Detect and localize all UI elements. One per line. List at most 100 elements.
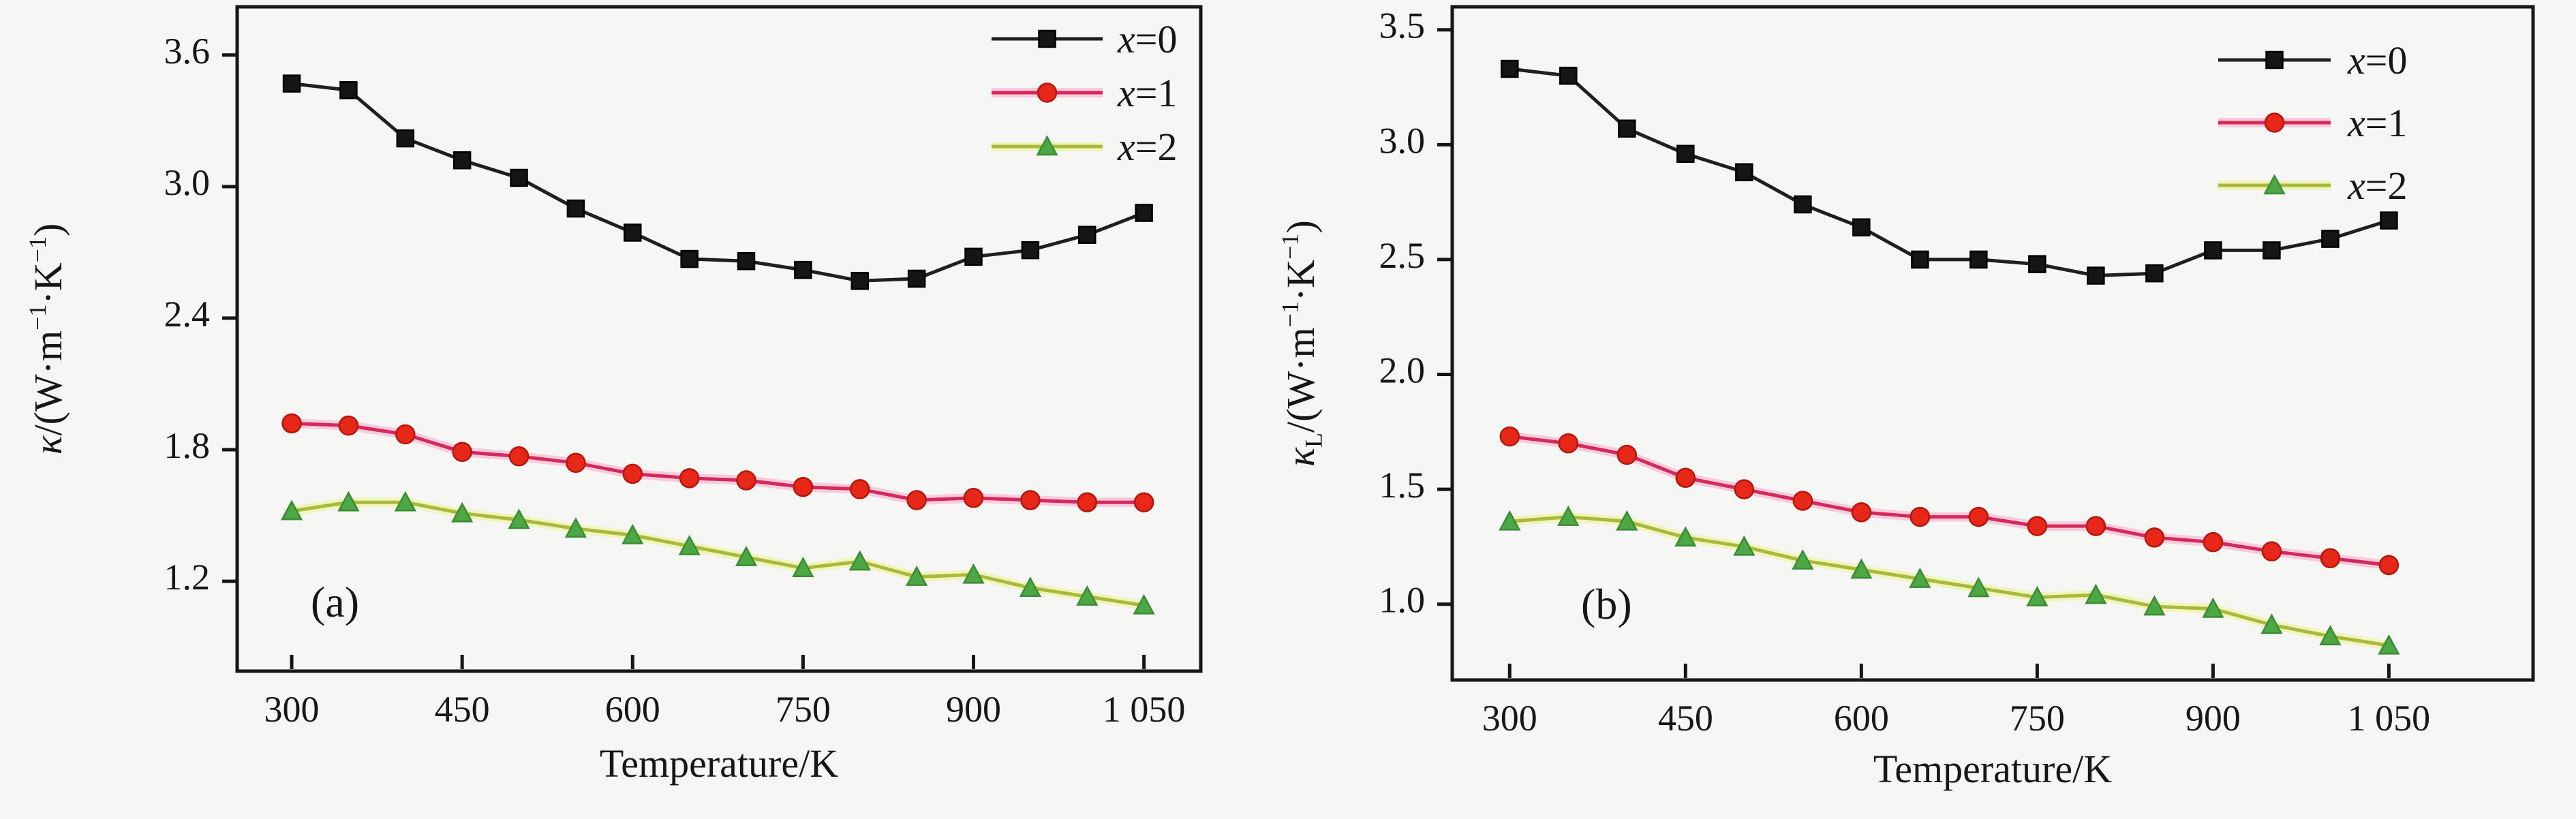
circle-marker bbox=[566, 452, 586, 474]
circle-marker bbox=[1968, 506, 1989, 527]
series-line bbox=[1509, 67, 2390, 277]
legend-circle-marker bbox=[2264, 112, 2285, 133]
series-x=2 bbox=[280, 491, 1155, 615]
square-marker bbox=[2145, 264, 2164, 283]
square-marker bbox=[2204, 241, 2222, 260]
circle-marker bbox=[1675, 467, 1696, 489]
series-x=2 bbox=[1499, 505, 2400, 655]
x-tick-label: 900 bbox=[946, 689, 1001, 730]
legend-entry-x=2: x=2 bbox=[2218, 164, 2407, 208]
legend: x=0 x=1 x=2 bbox=[2218, 38, 2407, 208]
triangle-marker bbox=[2319, 625, 2342, 646]
square-marker bbox=[282, 74, 301, 93]
legend-entry-x=1: x=1 bbox=[992, 71, 1177, 115]
square-marker bbox=[510, 168, 528, 187]
circle-marker bbox=[338, 415, 359, 436]
triangle-marker bbox=[848, 550, 871, 571]
y-tick-label: 2.5 bbox=[1379, 235, 1426, 276]
triangle-marker bbox=[962, 563, 985, 584]
legend-square-marker bbox=[2265, 50, 2284, 69]
triangle-marker bbox=[1499, 510, 1521, 531]
square-marker bbox=[339, 81, 358, 99]
y-tick-label: 1.8 bbox=[164, 425, 211, 466]
legend-label: x=1 bbox=[1117, 71, 1177, 115]
square-marker bbox=[737, 252, 756, 271]
square-marker bbox=[1676, 144, 1695, 164]
triangle-marker bbox=[1967, 576, 1990, 598]
square-marker bbox=[1618, 119, 1636, 138]
square-marker bbox=[2028, 255, 2046, 273]
y-tick-label: 1.5 bbox=[1379, 465, 1426, 506]
triangle-marker bbox=[564, 517, 587, 538]
legend-triangle-marker bbox=[1036, 135, 1058, 156]
x-tick-label: 750 bbox=[776, 689, 831, 730]
series-halo bbox=[291, 418, 1144, 508]
triangle-marker bbox=[1850, 558, 1873, 579]
panel-label: (b) bbox=[1581, 580, 1632, 628]
legend: x=0 x=1 x=2 bbox=[992, 17, 1177, 169]
square-marker bbox=[1078, 226, 1097, 244]
square-marker bbox=[850, 271, 870, 290]
legend-entry-x=2: x=2 bbox=[992, 125, 1177, 169]
square-marker bbox=[1911, 250, 1929, 269]
y-tick-label: 3.0 bbox=[1379, 121, 1426, 161]
series-x=0 bbox=[1501, 59, 2398, 285]
panel-b: 3.5 3.0 2.5 2.0 1.5 1.0 300 450 600 750 900 1 050 Te… bbox=[1276, 5, 2535, 791]
plot-frame bbox=[1450, 5, 2535, 682]
circle-marker bbox=[622, 463, 643, 484]
legend-label: x=1 bbox=[2347, 101, 2407, 145]
panel-label: (a) bbox=[311, 578, 359, 626]
series-line bbox=[1509, 515, 2389, 647]
circle-marker bbox=[1792, 491, 1813, 511]
triangle-marker bbox=[2026, 585, 2049, 606]
circle-marker bbox=[1616, 444, 1638, 465]
x-tick-label: 450 bbox=[1658, 698, 1713, 739]
triangle-marker bbox=[1616, 510, 1638, 531]
circle-marker bbox=[1558, 433, 1579, 454]
triangle-marker bbox=[508, 508, 530, 529]
triangle-marker bbox=[622, 523, 644, 544]
circle-marker bbox=[395, 424, 416, 445]
series-halo bbox=[1509, 512, 2390, 651]
panel-a: 3.6 3.0 2.4 1.8 1.2 300 450 600 750 900 1 050 Tempe… bbox=[24, 5, 1203, 786]
circle-marker bbox=[1133, 492, 1154, 512]
legend-entry-x=1: x=1 bbox=[2218, 101, 2407, 145]
square-marker bbox=[2321, 230, 2340, 248]
legend-label: x=0 bbox=[1117, 17, 1177, 61]
legend-label: x=2 bbox=[2347, 164, 2407, 208]
square-marker bbox=[2380, 211, 2398, 230]
series-line bbox=[291, 500, 1144, 607]
series-halo bbox=[1509, 431, 2390, 570]
triangle-marker bbox=[2260, 613, 2283, 634]
circle-marker bbox=[1499, 426, 1520, 447]
series-x=1 bbox=[1499, 426, 2399, 576]
circle-marker bbox=[2085, 516, 2106, 536]
square-marker bbox=[2263, 241, 2281, 260]
triangle-marker bbox=[792, 557, 814, 578]
circle-marker bbox=[2027, 516, 2048, 536]
square-marker bbox=[1559, 66, 1578, 85]
y-tick-label: 3.0 bbox=[164, 162, 211, 203]
x-axis-title: Temperature/K bbox=[1873, 747, 2112, 791]
x-tick-label: 600 bbox=[1834, 698, 1889, 739]
square-marker bbox=[794, 260, 812, 279]
plot-frame bbox=[235, 5, 1203, 673]
circle-marker bbox=[1910, 506, 1931, 527]
circle-marker bbox=[281, 413, 302, 434]
circle-marker bbox=[508, 446, 530, 467]
square-marker bbox=[396, 129, 415, 148]
circle-marker bbox=[2144, 527, 2165, 548]
circle-marker bbox=[1020, 490, 1041, 510]
series-x=1 bbox=[281, 413, 1154, 512]
triangle-marker bbox=[451, 501, 474, 523]
triangle-marker bbox=[2202, 597, 2224, 618]
square-marker bbox=[1135, 204, 1153, 222]
x-tick-label: 300 bbox=[1482, 698, 1537, 739]
x-tick-label: 900 bbox=[2186, 698, 2241, 739]
triangle-marker bbox=[1557, 505, 1580, 526]
square-marker bbox=[680, 249, 699, 268]
series-line bbox=[1509, 435, 2389, 567]
square-marker bbox=[964, 247, 983, 266]
